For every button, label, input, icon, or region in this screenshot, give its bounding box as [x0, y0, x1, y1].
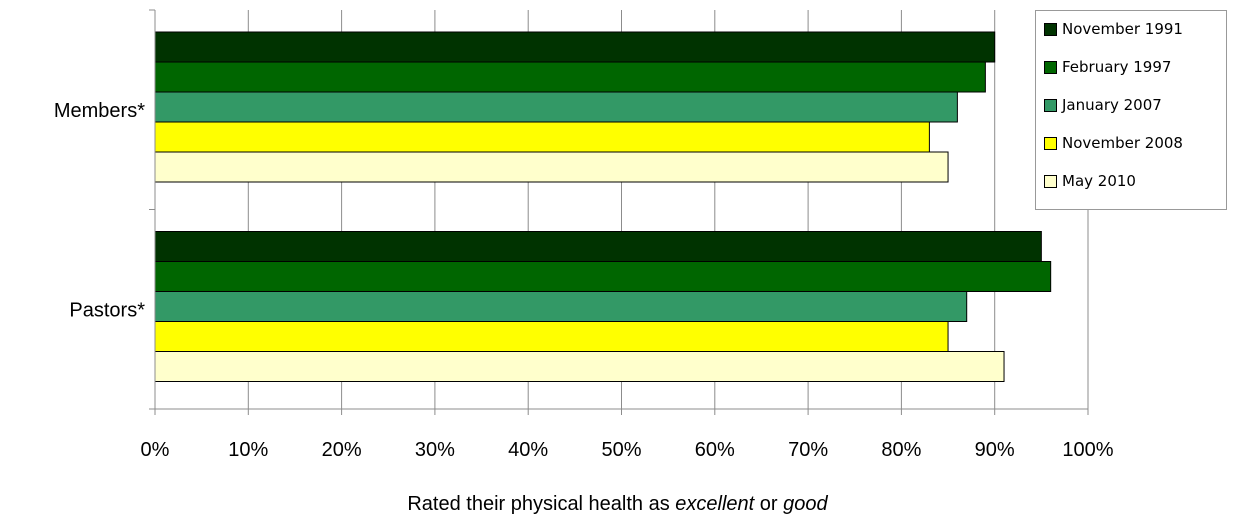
x-axis-label-emphasis-1: excellent — [675, 493, 755, 515]
category-label: Members* — [54, 100, 145, 122]
legend-item: January 2007 — [1044, 93, 1162, 117]
bar — [154, 291, 968, 322]
x-axis-label-emphasis-2: good — [783, 493, 828, 515]
bar — [154, 31, 996, 63]
x-tick-label: 10% — [228, 439, 268, 461]
legend-swatch — [1044, 22, 1057, 36]
legend-item: May 2010 — [1044, 169, 1136, 193]
legend-swatch — [1044, 136, 1057, 150]
legend-label: May 2010 — [1062, 172, 1136, 190]
x-tick-label: 60% — [695, 439, 735, 461]
x-tick-label: 80% — [881, 439, 921, 461]
x-axis-label-middle: or — [754, 493, 784, 515]
bar — [154, 231, 1042, 262]
bar — [154, 261, 1052, 292]
legend-swatch — [1044, 98, 1057, 112]
legend-label: January 2007 — [1062, 96, 1162, 114]
x-tick-label: 90% — [975, 439, 1015, 461]
legend-label: February 1997 — [1062, 58, 1172, 76]
legend-swatch — [1044, 60, 1057, 74]
legend-swatch — [1044, 174, 1057, 188]
legend: November 1991 February 1997 January 2007 No… — [1035, 10, 1227, 210]
x-tick-label: 100% — [1062, 439, 1113, 461]
x-tick-label: 0% — [141, 439, 170, 461]
category-label: Pastors* — [69, 299, 145, 321]
legend-item: November 1991 — [1044, 17, 1183, 41]
x-tick-label: 20% — [322, 439, 362, 461]
x-tick-label: 50% — [601, 439, 641, 461]
bar — [154, 151, 949, 183]
x-tick-label: 40% — [508, 439, 548, 461]
bar — [154, 321, 949, 352]
bar — [154, 61, 986, 93]
legend-item: November 2008 — [1044, 131, 1183, 155]
x-axis-label: Rated their physical health as excellent… — [0, 493, 1235, 516]
legend-label: November 1991 — [1062, 20, 1183, 38]
x-axis-label-prefix: Rated their physical health as — [407, 493, 676, 515]
x-tick-label: 70% — [788, 439, 828, 461]
bar — [154, 121, 930, 153]
bar — [154, 91, 958, 123]
legend-label: November 2008 — [1062, 134, 1183, 152]
x-tick-label: 30% — [415, 439, 455, 461]
legend-item: February 1997 — [1044, 55, 1171, 79]
bar — [154, 351, 1005, 382]
